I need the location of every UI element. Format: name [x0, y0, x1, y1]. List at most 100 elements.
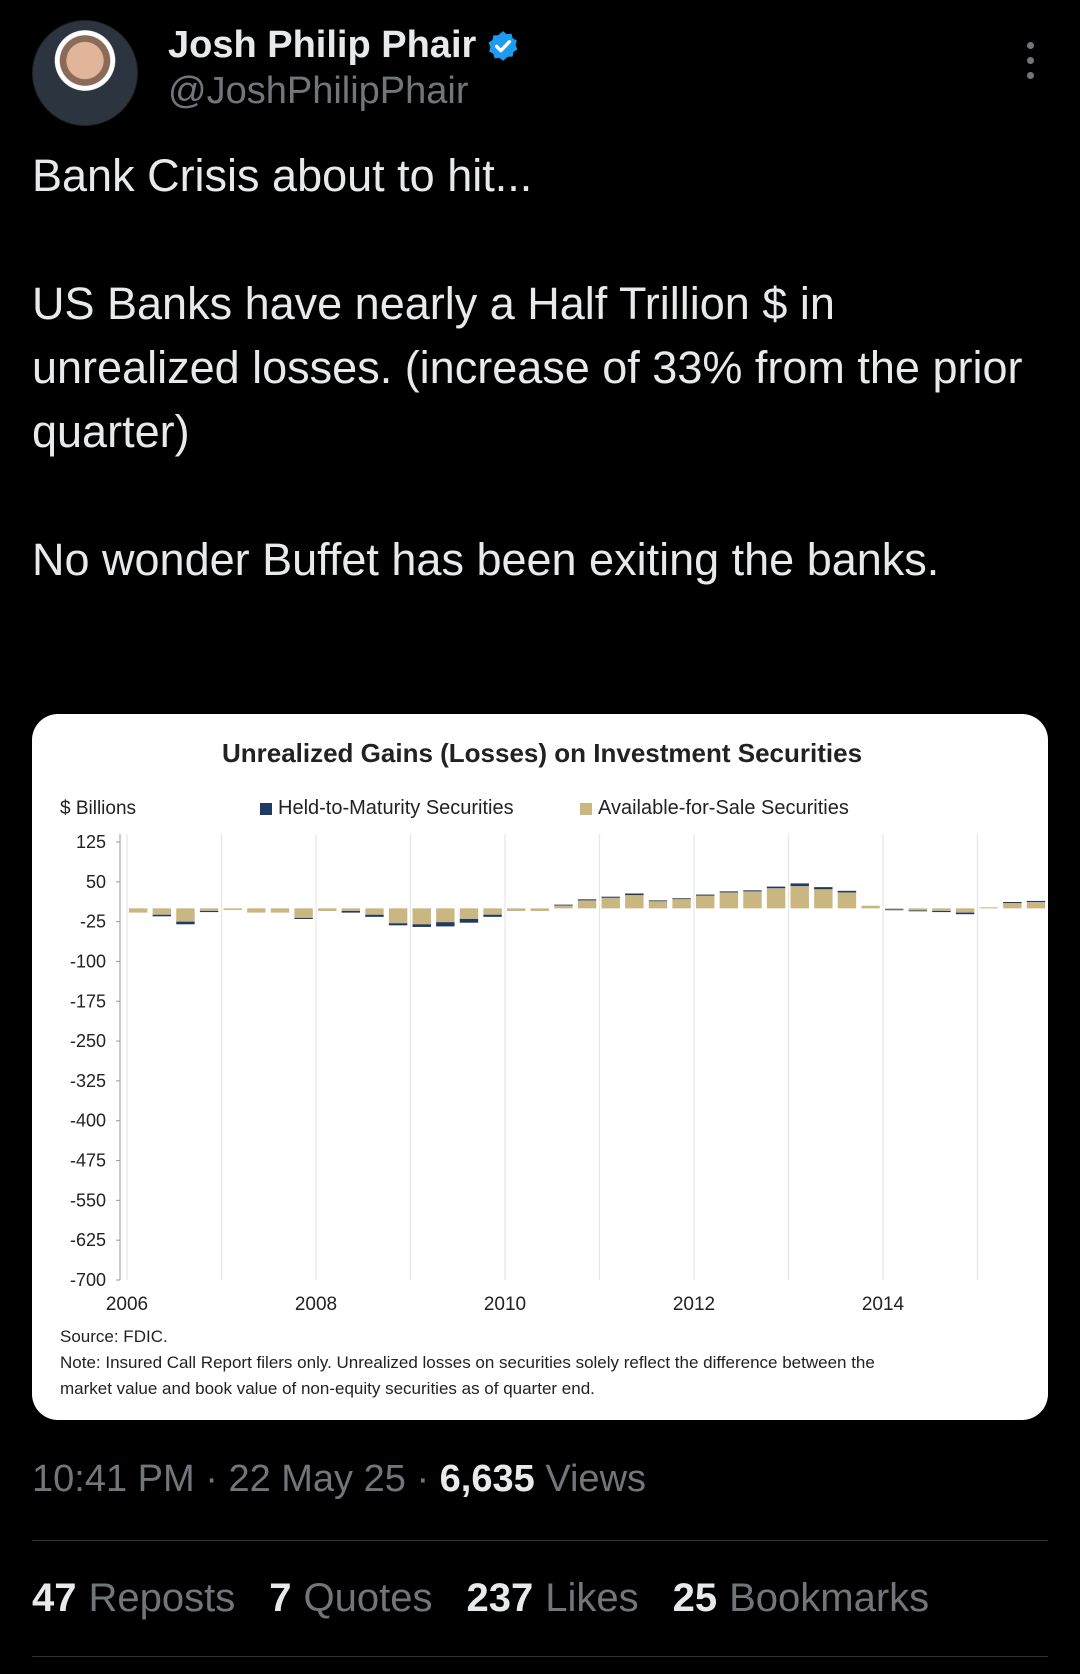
bar-available-for-sale [1003, 903, 1022, 909]
bar-held-to-maturity [885, 909, 904, 911]
chart-note-line: Note: Insured Call Report filers only. U… [60, 1353, 875, 1372]
bar-available-for-sale [530, 908, 550, 912]
bar-available-for-sale [388, 908, 408, 924]
likes-stat[interactable]: 237 Likes [466, 1576, 639, 1620]
bar-available-for-sale [412, 908, 431, 925]
y-tick-label: -250 [70, 1031, 106, 1051]
bar-held-to-maturity [459, 918, 479, 923]
bar-available-for-sale [294, 908, 313, 918]
bar-held-to-maturity [696, 894, 715, 896]
bar-available-for-sale [672, 898, 691, 909]
bar-held-to-maturity [955, 912, 975, 915]
tweet-paragraph: Bank Crisis about to hit... [32, 150, 533, 201]
bar-held-to-maturity [176, 921, 195, 925]
bar-held-to-maturity [766, 886, 786, 889]
bar-available-for-sale [625, 895, 644, 909]
y-tick-label: -325 [70, 1071, 106, 1091]
bar-held-to-maturity [601, 896, 620, 898]
bar-held-to-maturity [483, 914, 502, 917]
tweet-paragraph: No wonder Buffet has been exiting the ba… [32, 534, 940, 585]
bar-available-for-sale [341, 908, 361, 912]
bar-available-for-sale [577, 900, 597, 909]
views-label: Views [545, 1458, 647, 1500]
tweet-meta: 10:41 PM · 22 May 25 · 6,635 Views [32, 1458, 647, 1500]
tweet-text: Bank Crisis about to hit... US Banks hav… [32, 144, 1042, 592]
bar-held-to-maturity [743, 890, 762, 892]
bar-held-to-maturity [365, 914, 384, 917]
bar-available-for-sale [979, 907, 998, 909]
y-tick-label: -700 [70, 1270, 106, 1290]
chart-title: Unrealized Gains (Losses) on Investment … [222, 738, 862, 768]
bar-available-for-sale [955, 908, 975, 913]
tweet-header: Josh Philip Phair @JoshPhilipPhair [32, 20, 1048, 130]
bar-held-to-maturity [577, 899, 597, 901]
bar-held-to-maturity [388, 923, 408, 926]
bar-available-for-sale [270, 908, 290, 913]
bar-available-for-sale [885, 908, 904, 910]
bar-held-to-maturity [625, 893, 644, 896]
y-tick-label: -475 [70, 1151, 106, 1171]
y-tick-label: -100 [70, 951, 106, 971]
bar-chart: Unrealized Gains (Losses) on Investment … [60, 738, 1046, 1315]
bar-available-for-sale [861, 905, 880, 909]
y-tick-label: 125 [76, 832, 106, 852]
views-count: 6,635 [439, 1458, 535, 1500]
bar-available-for-sale [318, 908, 337, 912]
y-tick-label: 50 [86, 872, 106, 892]
bar-held-to-maturity [436, 922, 455, 927]
quotes-stat[interactable]: 7 Quotes [269, 1576, 433, 1620]
author-name-row: Josh Philip Phair [168, 24, 520, 67]
bar-held-to-maturity [294, 917, 313, 919]
author-handle[interactable]: @JoshPhilipPhair [168, 70, 469, 112]
legend-swatch-htm [260, 803, 272, 815]
chart-footnotes: Source: FDIC. Note: Insured Call Report … [60, 1324, 1030, 1402]
bar-available-for-sale [459, 908, 479, 919]
bar-held-to-maturity [341, 911, 361, 913]
y-axis-unit-label: $ Billions [60, 798, 136, 819]
bar-available-for-sale [176, 908, 195, 922]
bar-available-for-sale [743, 891, 762, 909]
bar-available-for-sale [790, 886, 809, 909]
bar-available-for-sale [814, 889, 833, 909]
more-options-icon[interactable] [1024, 42, 1036, 79]
bar-held-to-maturity [648, 900, 668, 902]
bar-held-to-maturity [814, 887, 833, 890]
bar-held-to-maturity [199, 911, 219, 913]
legend-label-afs: Available-for-Sale Securities [598, 797, 849, 819]
chart-note-line: market value and book value of non-equit… [60, 1379, 595, 1398]
engagement-stats: 47 Reposts 7 Quotes 237 Likes 25 Bookmarks [32, 1576, 929, 1621]
y-tick-label: -400 [70, 1111, 106, 1131]
author-name[interactable]: Josh Philip Phair [168, 24, 477, 66]
reposts-stat[interactable]: 47 Reposts [32, 1576, 236, 1620]
y-tick-label: -550 [70, 1190, 106, 1210]
x-tick-label: 2014 [862, 1294, 905, 1315]
bar-held-to-maturity [1003, 901, 1022, 904]
divider [32, 1656, 1048, 1657]
bar-held-to-maturity [672, 898, 691, 900]
bar-available-for-sale [365, 908, 384, 915]
bar-held-to-maturity [719, 891, 739, 893]
bar-available-for-sale [554, 905, 573, 909]
tweet-paragraph: US Banks have nearly a Half Trillion $ i… [32, 278, 1023, 457]
tweet-time[interactable]: 10:41 PM [32, 1458, 195, 1500]
bar-held-to-maturity [412, 924, 431, 927]
bar-available-for-sale [766, 888, 786, 909]
bar-available-for-sale [223, 908, 242, 910]
tweet-date[interactable]: 22 May 25 [228, 1458, 406, 1500]
verified-badge-icon [488, 30, 518, 61]
bar-available-for-sale [129, 908, 148, 913]
bar-held-to-maturity [152, 914, 172, 917]
bar-available-for-sale [837, 892, 857, 909]
avatar[interactable] [32, 20, 138, 126]
chart-image[interactable]: Unrealized Gains (Losses) on Investment … [32, 714, 1048, 1420]
y-tick-label: -175 [70, 991, 106, 1011]
x-tick-label: 2012 [673, 1294, 715, 1315]
chart-source: Source: FDIC. [60, 1327, 168, 1346]
y-tick-label: -25 [80, 912, 106, 932]
bar-available-for-sale [483, 908, 502, 915]
bar-available-for-sale [648, 900, 668, 909]
bookmarks-stat[interactable]: 25 Bookmarks [672, 1576, 930, 1620]
bar-available-for-sale [507, 908, 526, 912]
bar-available-for-sale [696, 895, 715, 909]
divider [32, 1540, 1048, 1541]
